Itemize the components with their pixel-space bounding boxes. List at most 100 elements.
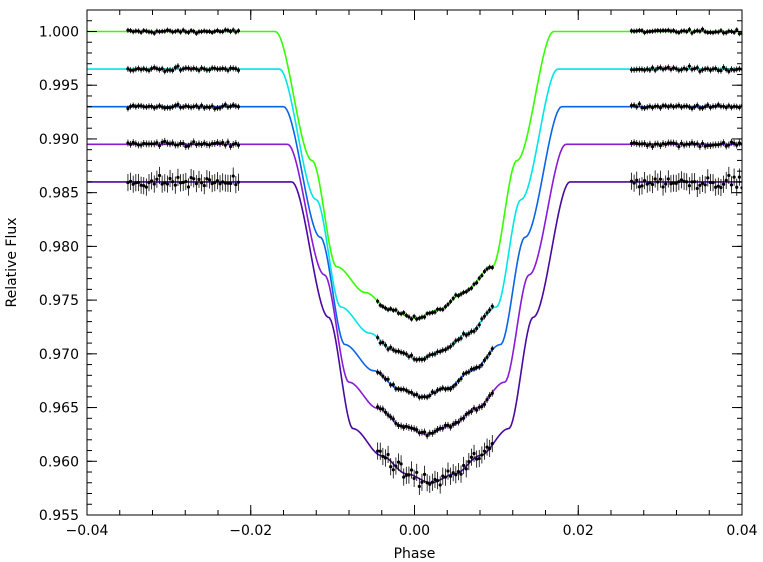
data-point	[218, 67, 222, 71]
data-point	[386, 347, 390, 351]
data-point	[464, 290, 468, 294]
data-point	[693, 105, 697, 109]
data-point	[430, 352, 434, 357]
data-point	[134, 142, 138, 146]
data-point	[711, 143, 715, 147]
data-point	[126, 67, 130, 71]
data-point	[441, 348, 445, 352]
data-point	[165, 141, 170, 145]
data-point	[677, 180, 681, 184]
data-point	[448, 387, 453, 391]
data-point	[134, 67, 138, 71]
data-point	[700, 68, 705, 72]
series-3-model-line	[87, 105, 742, 398]
data-point	[443, 423, 447, 427]
data-point	[417, 357, 421, 361]
data-point	[456, 338, 461, 342]
data-point	[381, 454, 385, 459]
data-point	[404, 388, 408, 393]
data-point	[213, 181, 217, 185]
data-point	[488, 393, 492, 398]
data-point	[150, 142, 154, 146]
data-point	[184, 30, 188, 34]
data-point	[376, 299, 380, 303]
data-point	[456, 294, 461, 298]
data-point	[666, 141, 670, 145]
data-point	[234, 30, 238, 34]
data-point	[197, 177, 201, 181]
data-point	[142, 105, 146, 109]
data-point	[724, 31, 728, 35]
data-point	[488, 265, 492, 269]
plot-area	[87, 26, 742, 496]
data-point	[661, 103, 665, 108]
data-point	[396, 423, 401, 428]
series-4-model-line	[87, 143, 742, 436]
data-point	[482, 449, 487, 453]
data-point	[155, 141, 159, 145]
data-point	[462, 290, 466, 295]
data-point	[383, 306, 388, 310]
data-point	[150, 30, 154, 34]
data-point	[189, 67, 193, 71]
data-point	[454, 339, 458, 343]
data-point	[396, 311, 401, 315]
data-point	[666, 177, 670, 181]
data-point	[378, 449, 382, 453]
data-point	[677, 68, 681, 72]
data-point	[163, 139, 167, 143]
data-point	[735, 185, 739, 189]
data-point	[163, 69, 167, 73]
data-point	[134, 105, 138, 109]
data-point	[695, 66, 699, 70]
data-point	[391, 348, 395, 352]
data-point	[218, 106, 222, 110]
data-point	[210, 66, 214, 70]
data-point	[467, 287, 471, 292]
data-point	[467, 370, 471, 374]
data-point	[144, 142, 148, 146]
data-point	[412, 427, 416, 431]
data-point	[226, 105, 230, 109]
data-point	[467, 459, 471, 464]
data-point	[653, 68, 657, 72]
data-point	[666, 105, 670, 109]
data-point	[669, 141, 673, 145]
data-point	[735, 105, 739, 109]
series-5	[87, 166, 742, 496]
data-point	[438, 349, 442, 354]
data-point	[703, 183, 707, 187]
data-point	[160, 67, 164, 71]
data-point	[415, 358, 419, 362]
data-point	[231, 28, 235, 32]
data-point	[706, 176, 710, 180]
data-point	[719, 185, 723, 190]
data-point	[682, 143, 686, 147]
y-tick-label: 0.970	[39, 347, 79, 363]
data-point	[228, 66, 233, 70]
data-point	[643, 178, 647, 183]
data-point	[488, 446, 492, 451]
data-point	[632, 68, 636, 72]
data-point	[139, 183, 143, 187]
data-point	[451, 385, 455, 389]
data-point	[234, 104, 238, 108]
data-point	[629, 179, 634, 183]
data-point	[422, 395, 427, 399]
data-point	[650, 66, 655, 70]
x-tick-label: 0.00	[399, 523, 430, 539]
data-point	[194, 104, 198, 108]
data-point	[703, 144, 707, 148]
data-point	[155, 177, 159, 181]
data-point	[472, 451, 476, 456]
data-point	[459, 417, 463, 421]
data-point	[194, 31, 198, 35]
data-point	[459, 292, 463, 296]
data-point	[165, 68, 170, 72]
data-point	[635, 29, 639, 33]
series-2	[87, 63, 742, 363]
data-point	[685, 180, 689, 184]
data-point	[706, 103, 710, 107]
data-point	[732, 68, 736, 72]
data-point	[735, 28, 739, 32]
